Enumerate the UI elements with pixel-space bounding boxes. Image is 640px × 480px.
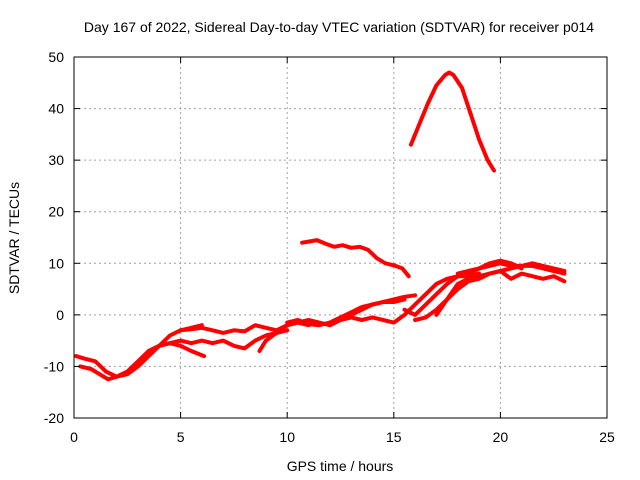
series-line-arc-a: [74, 323, 204, 379]
y-tick-label: 50: [48, 49, 64, 65]
series-line-arc-14: [300, 238, 411, 279]
series-line-arc-c: [146, 328, 290, 353]
series-line-arc-b: [78, 341, 207, 382]
x-tick-label: 5: [177, 429, 185, 445]
y-tick-label: 30: [48, 152, 64, 168]
y-tick-label: 40: [48, 101, 64, 117]
axis-ticks: 0 5 10 15 20 25 -20 -10 0 10 20 30 40 50: [44, 49, 615, 445]
chart-title: Day 167 of 2022, Sidereal Day-to-day VTE…: [84, 19, 594, 35]
x-tick-label: 0: [70, 429, 78, 445]
x-axis-label: GPS time / hours: [287, 458, 394, 474]
x-tick-label: 20: [493, 429, 509, 445]
y-tick-label: -20: [44, 410, 64, 426]
y-axis-label: SDTVAR / TECUs: [6, 182, 22, 294]
series-line-arc-peak: [408, 70, 496, 173]
series-line-arc-k: [455, 261, 567, 276]
x-tick-label: 25: [599, 429, 615, 445]
series-line-arc-j: [434, 269, 567, 317]
plot-frame: [73, 56, 608, 419]
y-tick-label: 0: [56, 307, 64, 323]
x-tick-label: 15: [386, 429, 402, 445]
grid: [74, 57, 607, 418]
series-line-arc-h: [402, 258, 524, 317]
series-layer: [74, 70, 567, 382]
x-tick-label: 10: [279, 429, 295, 445]
y-tick-label: 20: [48, 204, 64, 220]
series-line-arc-f: [285, 293, 418, 328]
y-tick-label: 10: [48, 255, 64, 271]
y-tick-label: -10: [44, 358, 64, 374]
